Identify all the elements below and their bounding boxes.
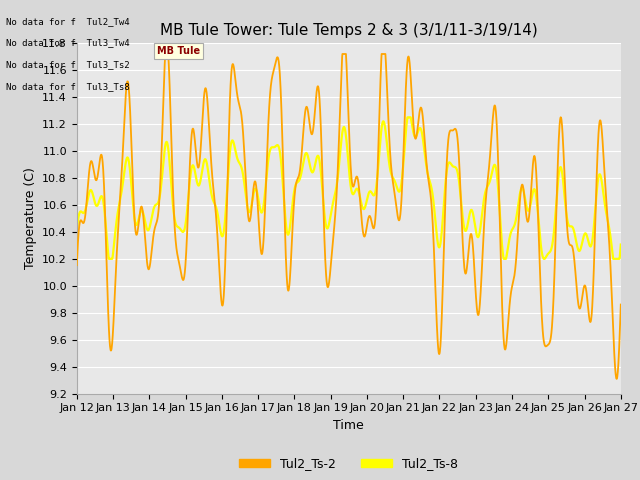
Tul2_Ts-2 [617, 301, 625, 307]
Tul2_Ts-2 [73, 262, 81, 268]
Tul2_Ts-2 [323, 283, 331, 288]
Text: No data for f  Tul3_Ts2: No data for f Tul3_Ts2 [6, 60, 130, 69]
Tul2_Ts-8 [100, 209, 108, 215]
Text: No data for f  Tul3_Tw4: No data for f Tul3_Tw4 [6, 38, 130, 48]
Tul2_Ts-8 [502, 256, 509, 262]
Tul2_Ts-8 [323, 226, 331, 231]
Title: MB Tule Tower: Tule Temps 2 & 3 (3/1/11-3/19/14): MB Tule Tower: Tule Temps 2 & 3 (3/1/11-… [160, 23, 538, 38]
Tul2_Ts-8 [602, 204, 609, 210]
Tul2_Ts-8 [105, 256, 113, 262]
Tul2_Ts-2 [338, 66, 346, 72]
Line: Tul2_Ts-2: Tul2_Ts-2 [77, 54, 621, 379]
Tul2_Ts-8 [617, 241, 625, 247]
Tul2_Ts-8 [73, 228, 81, 234]
Tul2_Ts-2 [601, 178, 609, 184]
Tul2_Ts-2 [602, 182, 609, 188]
Tul2_Ts-8 [602, 206, 609, 212]
X-axis label: Time: Time [333, 419, 364, 432]
Tul2_Ts-2 [100, 196, 108, 202]
Tul2_Ts-8 [338, 135, 346, 141]
Line: Tul2_Ts-8: Tul2_Ts-8 [77, 117, 621, 259]
Tul2_Ts-2 [161, 51, 169, 57]
Tul2_Ts-8 [404, 114, 412, 120]
Y-axis label: Temperature (C): Temperature (C) [24, 168, 36, 269]
Text: No data for f  Tul2_Tw4: No data for f Tul2_Tw4 [6, 17, 130, 26]
Text: MB Tule: MB Tule [157, 46, 200, 56]
Tul2_Ts-2 [613, 376, 621, 382]
Legend: Tul2_Ts-2, Tul2_Ts-8: Tul2_Ts-2, Tul2_Ts-8 [234, 453, 463, 475]
Tul2_Ts-2 [502, 347, 509, 352]
Text: No data for f  Tul3_Ts8: No data for f Tul3_Ts8 [6, 82, 130, 91]
